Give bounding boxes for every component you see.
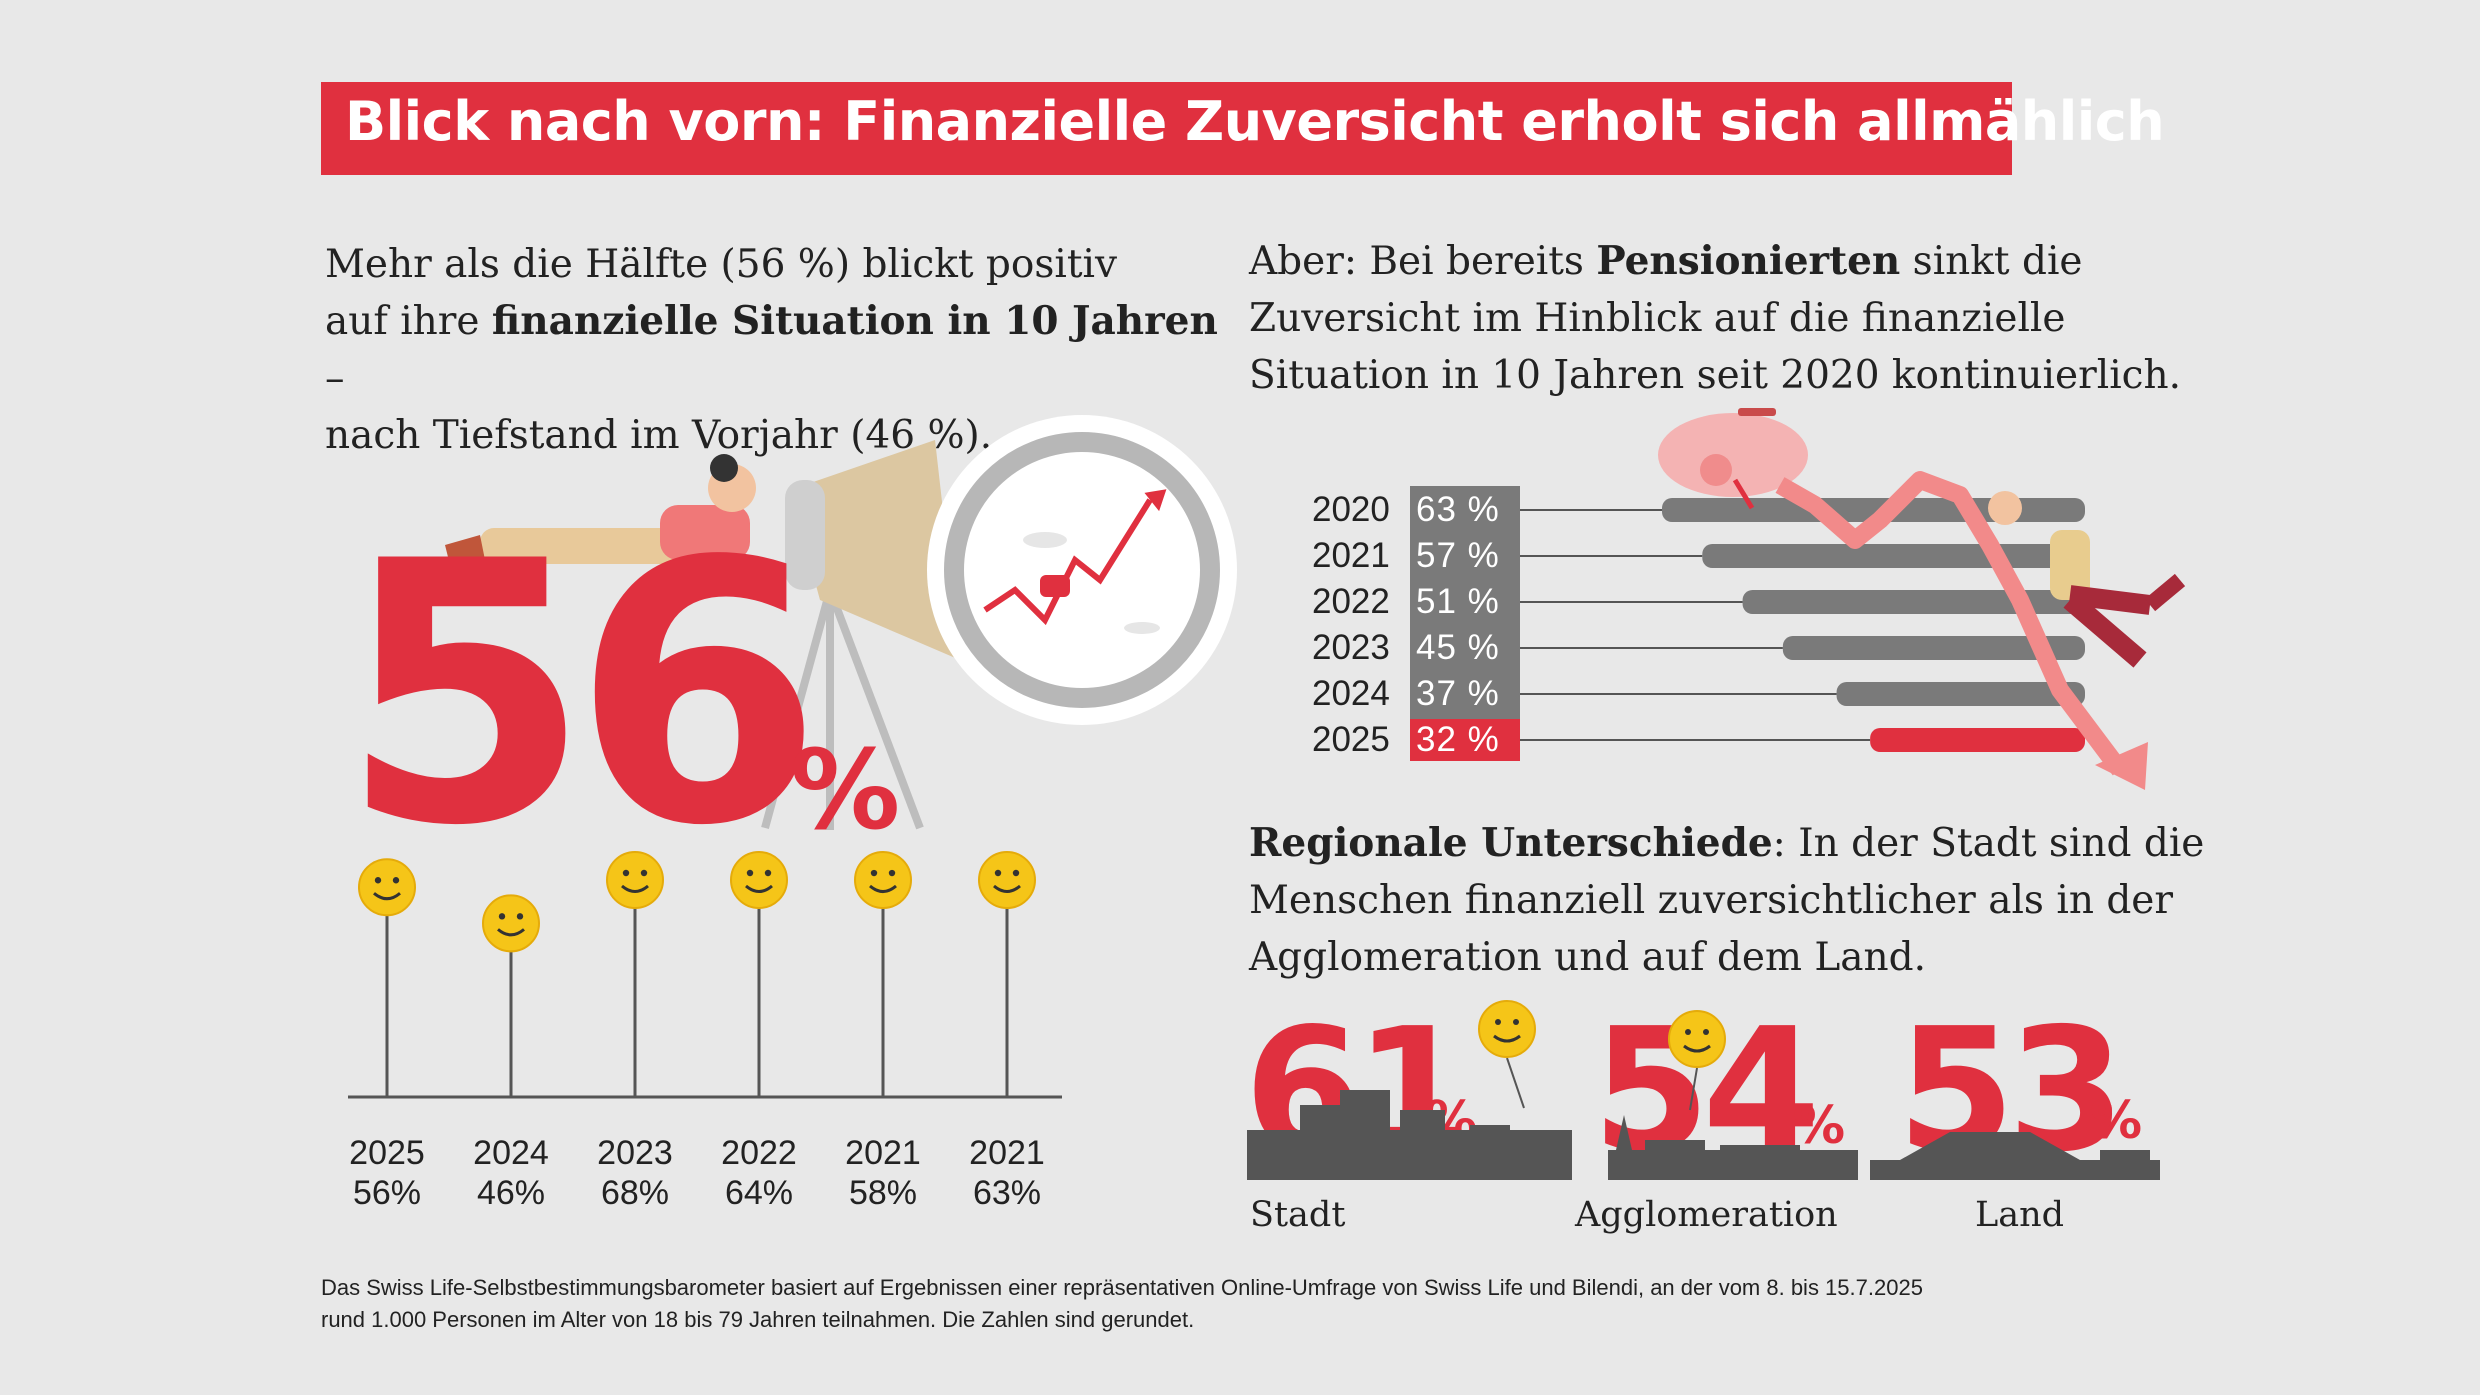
lollipop-value-label: 58%: [848, 1174, 918, 1212]
bar-value-label: 63 %: [1416, 490, 1500, 529]
big-number: 56: [340, 485, 823, 904]
bar: [1742, 590, 2085, 614]
right-line-3: Situation in 10 Jahren seit 2020 kontinu…: [1249, 353, 2182, 398]
smiley-icon: [358, 858, 416, 917]
left-line-2: auf ihre finanzielle Situation in 10 Jah…: [325, 293, 1225, 407]
bar-year-label: 2024: [1312, 674, 1390, 713]
lollipop-year-label: 2024: [473, 1134, 549, 1172]
lollipop-value-label: 46%: [476, 1174, 546, 1212]
left-line-1: Mehr als die Hälfte (56 %) blickt positi…: [325, 242, 1118, 287]
value-column-bg: [1410, 486, 1520, 721]
left-line-2-pre: auf ihre: [325, 299, 492, 344]
bar-value-label: 57 %: [1416, 536, 1500, 575]
title-banner: Blick nach vorn: Finanzielle Zuversicht …: [321, 82, 2165, 175]
left-paragraph: Mehr als die Hälfte (56 %) blickt positi…: [325, 236, 1225, 464]
right-line-1-bold: Pensionierten: [1596, 238, 1901, 284]
bar-value-label: 37 %: [1416, 674, 1500, 713]
bar-year-label: 2023: [1312, 628, 1390, 667]
town-skyline-icon: [1608, 1115, 1858, 1180]
bar-year-label: 2020: [1312, 490, 1390, 529]
smiley-icon: [978, 851, 1036, 909]
bar: [1836, 682, 2085, 706]
piggy-bank-icon: [1658, 408, 1808, 497]
balloon-smiley-icon: [1478, 1000, 1536, 1109]
bar-value-label: 45 %: [1416, 628, 1500, 667]
smiley-icon: [854, 851, 912, 910]
regional-category-label: Stadt: [1250, 1195, 1346, 1235]
balloon-smiley-icon-2: [1668, 1010, 1726, 1111]
lollipop-value-label: 64%: [724, 1174, 794, 1212]
lollipop-year-label: 2021: [969, 1134, 1045, 1172]
person-icon: [445, 454, 756, 565]
regional-unit: %: [1793, 1096, 1846, 1156]
lollipop-year-label: 2021: [845, 1134, 921, 1172]
bar: [1782, 636, 2085, 660]
right-line-2: Zuversicht im Hinblick auf die finanziel…: [1249, 296, 2066, 341]
left-line-2-bold: finanzielle Situation in 10 Jahren: [491, 298, 1218, 344]
regional-category-label: Agglomeration: [1575, 1195, 1838, 1235]
decline-arrowhead-icon: [2095, 742, 2148, 790]
decline-arrow-icon: [1775, 471, 2128, 776]
left-line-3: nach Tiefstand im Vorjahr (46 %).: [325, 413, 993, 458]
smiley-icon: [482, 894, 540, 953]
footer-note: Das Swiss Life-Selbstbestimmungsbaromete…: [321, 1272, 2171, 1336]
bar-value-label: 51 %: [1416, 582, 1500, 621]
regional-line-1: Regionale Unterschiede: In der Stadt sin…: [1249, 815, 2449, 872]
regional-category-label: Land: [1975, 1195, 2065, 1235]
footer-line-1: Das Swiss Life-Selbstbestimmungsbaromete…: [321, 1275, 1923, 1300]
telescope-icon: [785, 415, 1237, 725]
footer-line-2: rund 1.000 Personen im Alter von 18 bis …: [321, 1307, 1195, 1332]
lollipop-value-label: 68%: [600, 1174, 670, 1212]
lollipop-year-label: 2025: [349, 1134, 425, 1172]
falling-person-icon: [1988, 491, 2186, 668]
smiley-icon: [730, 851, 788, 909]
city-skyline-icon: [1247, 1090, 1572, 1180]
regional-line-3: Agglomeration und auf dem Land.: [1249, 935, 1926, 980]
lollipop-year-label: 2023: [597, 1134, 673, 1172]
left-line-2-post: –: [325, 356, 345, 401]
big-number-unit: %: [790, 726, 901, 854]
regional-unit: %: [2090, 1091, 2143, 1151]
right-paragraph: Aber: Bei bereits Pensionierten sinkt di…: [1249, 233, 2449, 404]
lollipop-value-label: 56%: [352, 1174, 422, 1212]
thermometer-icon: [1732, 478, 1755, 510]
lollipop-year-label: 2022: [721, 1134, 797, 1172]
lollipop-value-label: 63%: [972, 1174, 1042, 1212]
page-title: Blick nach vorn: Finanzielle Zuversicht …: [345, 90, 2165, 153]
tripod-icon: [761, 588, 924, 830]
smiley-icon: [606, 851, 664, 909]
bar-year-label: 2025: [1312, 720, 1390, 759]
bar-year-label: 2022: [1312, 582, 1390, 621]
regional-line-2: Menschen finanziell zuversichtlicher als…: [1249, 878, 2174, 923]
right-line-1: Aber: Bei bereits Pensionierten sinkt di…: [1249, 233, 2449, 290]
countryside-skyline-icon: [1870, 1132, 2160, 1180]
bar: [1870, 728, 2085, 752]
regional-line-1-bold: Regionale Unterschiede: [1249, 820, 1773, 866]
highlight-value-box: [1410, 719, 1520, 761]
right-line-1-pre: Aber: Bei bereits: [1249, 239, 1597, 284]
regional-paragraph: Regionale Unterschiede: In der Stadt sin…: [1249, 815, 2449, 986]
bar-year-label: 2021: [1312, 536, 1390, 575]
right-line-1-post: sinkt die: [1900, 239, 2083, 284]
bar-value-label: 32 %: [1416, 720, 1500, 759]
regional-line-1-post: : In der Stadt sind die: [1772, 821, 2205, 866]
